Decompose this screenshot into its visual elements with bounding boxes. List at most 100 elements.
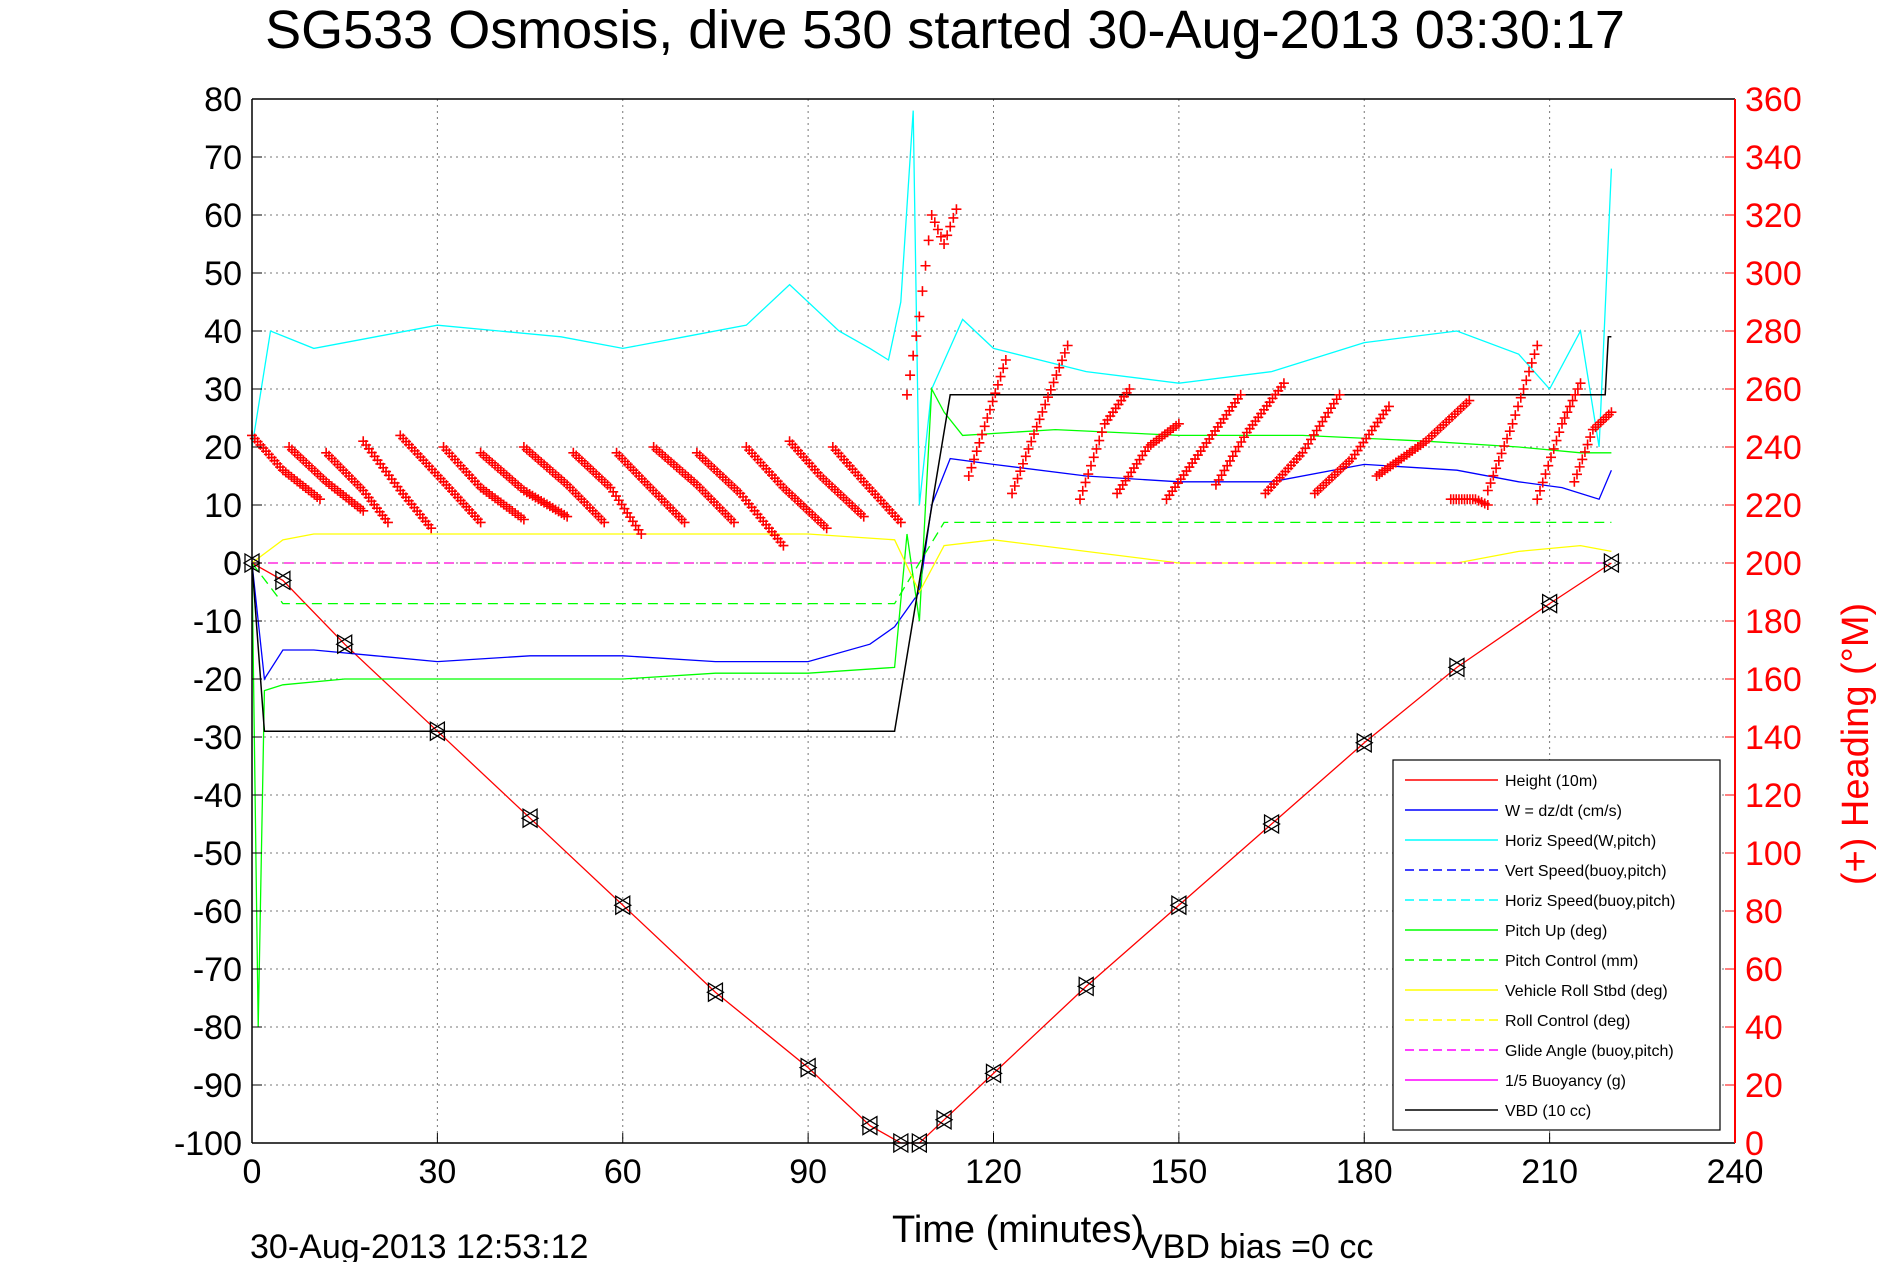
heading-marker bbox=[998, 363, 1009, 374]
height-marker bbox=[335, 634, 353, 655]
heading-marker bbox=[1059, 347, 1070, 358]
heading-marker bbox=[1574, 461, 1585, 472]
y-right-tick-label: 20 bbox=[1745, 1067, 1783, 1105]
heading-marker bbox=[518, 514, 529, 525]
y-right-tick-label: 180 bbox=[1745, 603, 1802, 641]
heading-marker bbox=[1524, 366, 1535, 377]
height-marker bbox=[860, 1115, 878, 1136]
heading-marker bbox=[1535, 485, 1546, 496]
heading-marker bbox=[1562, 407, 1573, 418]
series-line-pitch-control-mm bbox=[251, 521, 1612, 605]
heading-marker bbox=[314, 494, 325, 505]
heading-marker bbox=[1054, 362, 1065, 373]
x-tick-label: 0 bbox=[243, 1153, 262, 1191]
heading-marker bbox=[1080, 477, 1091, 488]
heading-marker bbox=[1567, 395, 1578, 406]
heading-marker bbox=[1045, 384, 1056, 395]
series-line-pitch-up-deg bbox=[251, 386, 1612, 1028]
heading-marker bbox=[1564, 401, 1575, 412]
heading-marker bbox=[1057, 355, 1068, 366]
heading-marker bbox=[929, 217, 940, 228]
heading-marker bbox=[1040, 399, 1051, 410]
heading-marker bbox=[679, 517, 690, 528]
heading-marker bbox=[1540, 469, 1551, 480]
legend-label: Glide Angle (buoy,pitch) bbox=[1505, 1043, 1674, 1060]
y-tick-label: -100 bbox=[174, 1125, 242, 1163]
heading-marker bbox=[1543, 460, 1554, 471]
legend-label: Pitch Control (mm) bbox=[1505, 953, 1638, 970]
y-right-tick-label: 340 bbox=[1745, 139, 1802, 177]
legend-box bbox=[1392, 759, 1721, 1131]
heading-marker bbox=[1278, 378, 1289, 389]
heading-marker bbox=[358, 505, 369, 516]
heading-marker bbox=[1094, 435, 1105, 446]
y-tick-label: -60 bbox=[193, 893, 242, 931]
x-tick-label: 90 bbox=[789, 1153, 827, 1191]
heading-marker bbox=[948, 212, 959, 223]
heading-marker bbox=[1235, 389, 1246, 400]
y-tick-label: -40 bbox=[193, 777, 242, 815]
y-right-tick-label: 220 bbox=[1745, 487, 1802, 525]
heading-marker bbox=[977, 429, 988, 440]
heading-marker bbox=[920, 260, 931, 271]
x-tick-label: 30 bbox=[418, 1153, 456, 1191]
height-marker bbox=[798, 1057, 816, 1078]
heading-marker bbox=[1502, 433, 1513, 444]
y-right-tick-label: 60 bbox=[1745, 951, 1783, 989]
footer-vbd-bias: VBD bias =0 cc bbox=[1140, 1228, 1373, 1262]
y-tick-label: -30 bbox=[193, 719, 242, 757]
height-marker bbox=[934, 1109, 952, 1130]
y-tick-label: -50 bbox=[193, 835, 242, 873]
heading-marker bbox=[1075, 494, 1086, 505]
heading-marker bbox=[1077, 485, 1088, 496]
height-marker bbox=[273, 570, 291, 591]
heading-marker bbox=[971, 446, 982, 457]
y-right-tick-label: 280 bbox=[1745, 313, 1802, 351]
heading-marker bbox=[926, 210, 937, 220]
legend-label: Horiz Speed(W,pitch) bbox=[1505, 833, 1656, 850]
x-tick-label: 240 bbox=[1707, 1153, 1764, 1191]
heading-marker bbox=[1603, 409, 1614, 420]
x-tick-label: 60 bbox=[604, 1153, 642, 1191]
y-tick-label: 60 bbox=[204, 197, 242, 235]
heading-marker bbox=[1491, 463, 1502, 474]
y-right-tick-label: 0 bbox=[1745, 1125, 1764, 1163]
heading-marker bbox=[1548, 443, 1559, 454]
heading-marker bbox=[1012, 473, 1023, 484]
y-right-tick-label: 360 bbox=[1745, 81, 1802, 119]
heading-marker bbox=[475, 517, 486, 528]
height-marker bbox=[1447, 657, 1465, 678]
y-tick-label: 80 bbox=[204, 81, 242, 119]
heading-marker bbox=[1504, 426, 1515, 437]
heading-marker bbox=[939, 239, 950, 249]
heading-marker bbox=[1000, 355, 1011, 365]
heading-marker bbox=[1085, 460, 1096, 471]
heading-marker bbox=[1595, 417, 1606, 428]
y-right-tick-label: 320 bbox=[1745, 197, 1802, 235]
footer-timestamp: 30-Aug-2013 12:53:12 bbox=[250, 1228, 588, 1262]
heading-marker bbox=[1464, 395, 1475, 406]
heading-marker bbox=[1529, 349, 1540, 360]
heading-marker bbox=[990, 388, 1001, 399]
heading-marker bbox=[1031, 421, 1042, 432]
legend-label: Vehicle Roll Stbd (deg) bbox=[1505, 983, 1668, 1000]
heading-marker bbox=[1510, 410, 1521, 421]
height-marker bbox=[1603, 552, 1621, 574]
heading-marker bbox=[1051, 370, 1062, 381]
heading-marker bbox=[966, 462, 977, 473]
heading-marker bbox=[1575, 378, 1586, 389]
series-line-vehicle-roll-stbd-deg bbox=[251, 533, 1612, 594]
x-tick-label: 180 bbox=[1336, 1153, 1393, 1191]
heading-marker bbox=[1582, 439, 1593, 450]
heading-marker bbox=[1493, 455, 1504, 466]
heading-marker bbox=[1551, 435, 1562, 446]
axes: 0 30 60 90 120 150 180 210 24080706050403020100-… bbox=[174, 81, 1802, 1191]
heading-marker bbox=[1485, 478, 1496, 489]
y-tick-label: 70 bbox=[204, 139, 242, 177]
heading-markers bbox=[247, 204, 1617, 551]
y-right-tick-label: 140 bbox=[1745, 719, 1802, 757]
heading-marker bbox=[636, 529, 647, 539]
y-right-axis-label: (+) Heading (°M) bbox=[1835, 603, 1877, 885]
heading-marker bbox=[1585, 432, 1596, 443]
